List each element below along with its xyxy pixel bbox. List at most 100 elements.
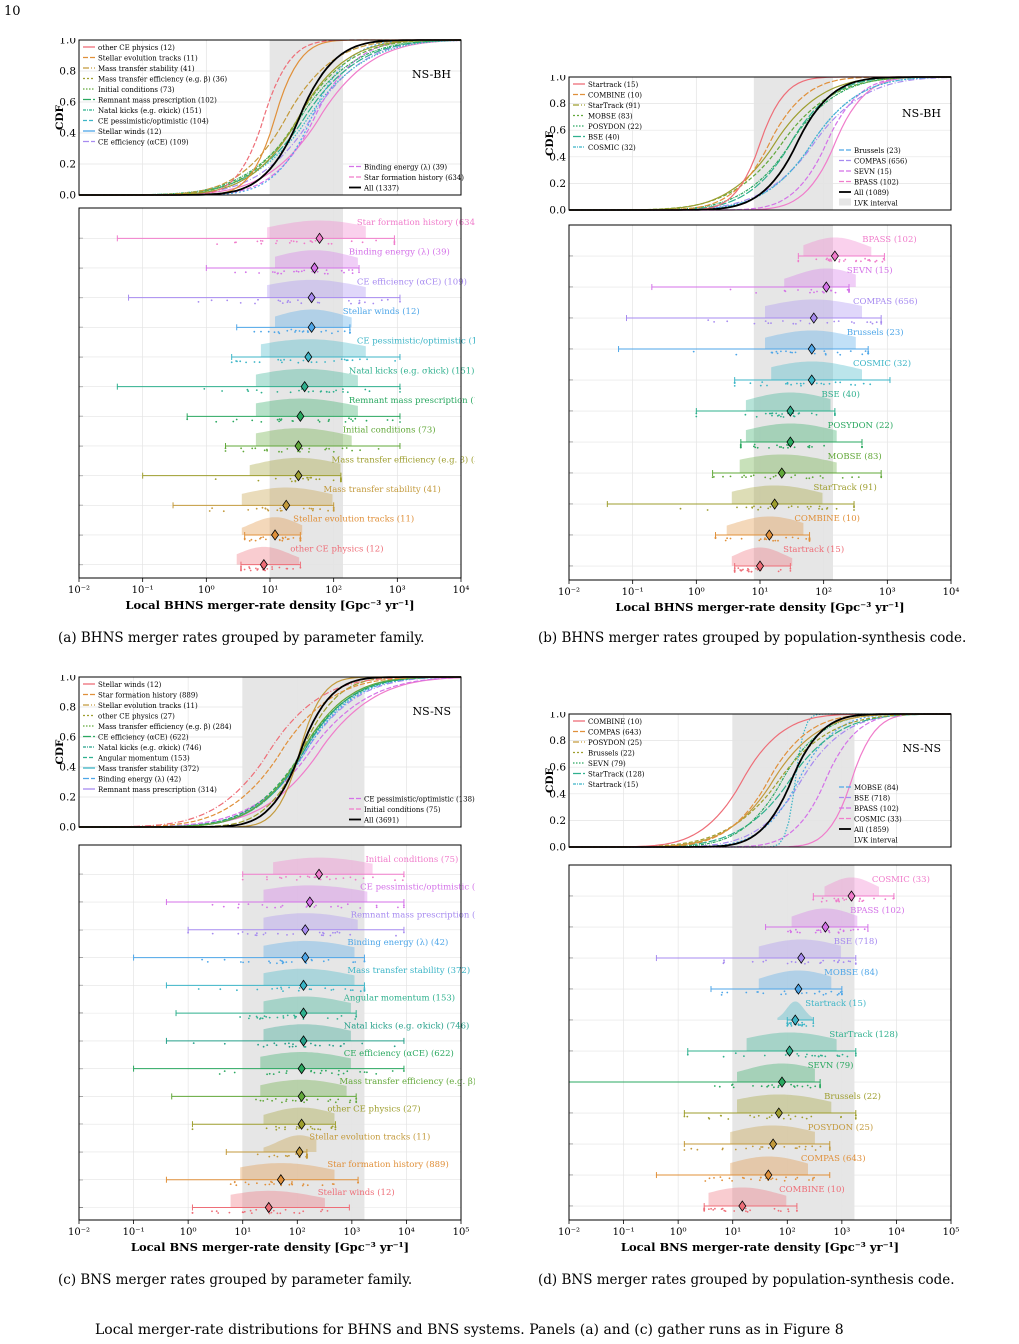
sample-point: [288, 1154, 290, 1157]
legend-label: CE efficiency (αCE) (109): [98, 139, 189, 147]
sample-point: [395, 934, 397, 937]
sample-point: [336, 931, 339, 933]
sample-point: [826, 321, 829, 324]
ridge-panel-frame: [78, 844, 462, 1221]
sample-point: [262, 1045, 265, 1048]
sample-point: [313, 1128, 316, 1131]
sample-point: [391, 1070, 394, 1072]
sample-point: [281, 361, 283, 364]
sample-point: [707, 319, 710, 321]
sample-point: [743, 1055, 745, 1057]
sample-point: [394, 879, 396, 882]
sample-point: [403, 1070, 405, 1072]
sample-point: [243, 1210, 246, 1213]
sample-point: [787, 1208, 789, 1211]
sample-point: [319, 878, 322, 881]
density-ridge: [824, 877, 879, 897]
row-label: other CE physics (12): [290, 543, 383, 554]
sample-point: [223, 958, 226, 961]
sample-point: [713, 1085, 716, 1087]
sample-point: [306, 875, 309, 878]
sample-point: [747, 567, 749, 570]
sample-point: [268, 1016, 271, 1019]
sample-point: [835, 507, 838, 510]
sample-point: [284, 1208, 287, 1211]
legend-label: MOBSE (83): [588, 113, 633, 121]
sample-point: [808, 477, 811, 480]
density-ridge: [263, 940, 355, 958]
sample-point: [779, 568, 782, 571]
sample-point: [771, 1084, 773, 1086]
sample-point: [795, 323, 797, 325]
y-tick-label: 0.0: [549, 205, 566, 217]
sample-point: [859, 898, 861, 900]
sample-point: [751, 506, 753, 509]
sample-point: [280, 988, 283, 990]
sample-point: [718, 1085, 721, 1088]
legend-label: Startrack (15): [588, 781, 638, 789]
lvk-band-bottom: [753, 225, 833, 580]
sample-point: [302, 1183, 305, 1185]
y-axis-label: CDF: [55, 739, 66, 764]
sample-point: [726, 320, 729, 323]
median-marker: [307, 321, 316, 334]
sample-point: [783, 990, 786, 993]
sample-point: [774, 539, 777, 542]
sample-point: [340, 269, 343, 272]
sample-point: [321, 1184, 324, 1187]
sample-point: [836, 351, 839, 354]
sample-point: [771, 414, 773, 417]
sample-point: [815, 413, 818, 416]
sample-point: [300, 302, 303, 305]
x-tick-label: 10¹: [724, 1227, 741, 1238]
row-label: CE efficiency (αCE) (109): [357, 276, 467, 287]
sample-point: [289, 477, 292, 480]
density-ridge: [739, 454, 837, 474]
x-tick-label: 10⁻¹: [613, 1227, 635, 1238]
page-number: 10: [4, 4, 21, 19]
legend-label: Mass transfer stability (41): [98, 65, 195, 73]
sample-point: [264, 507, 267, 510]
sample-point: [794, 351, 797, 354]
legend-label: COSMIC (33): [854, 816, 902, 824]
median-marker: [315, 868, 323, 880]
sample-point: [332, 506, 335, 509]
sample-point: [277, 331, 280, 333]
sample-point: [321, 1208, 324, 1211]
sample-point: [255, 1208, 258, 1211]
sample-point: [292, 240, 295, 243]
legend-label: Natal kicks (e.g. σkick) (151): [98, 107, 202, 115]
sample-point: [255, 389, 258, 391]
sample-point: [854, 1114, 857, 1116]
sample-point: [782, 447, 785, 449]
x-tick-label: 10⁻²: [68, 585, 90, 596]
median-marker: [300, 380, 309, 393]
sample-point: [837, 320, 840, 322]
sample-point: [349, 933, 352, 936]
sample-point: [850, 383, 852, 386]
sample-point: [245, 361, 248, 364]
sample-point: [337, 330, 339, 333]
sample-point: [808, 540, 811, 542]
sample-point: [287, 299, 290, 302]
caption-d: (d) BNS merger rates grouped by populati…: [538, 1272, 955, 1288]
sample-point: [313, 876, 316, 879]
sample-point: [786, 962, 789, 965]
sample-point: [854, 1054, 857, 1057]
median-marker: [785, 1045, 794, 1057]
sample-point: [315, 478, 318, 481]
sample-point: [791, 351, 793, 354]
sample-point: [345, 359, 348, 362]
density-ridge: [263, 996, 351, 1014]
cdf-curve: [79, 676, 461, 828]
sample-point: [690, 1147, 693, 1150]
sample-point: [838, 992, 840, 995]
x-tick-label: 10³: [389, 585, 406, 596]
sample-point: [266, 508, 269, 511]
sample-point: [779, 1210, 782, 1212]
row-label: Mass transfer stability (372): [347, 965, 470, 976]
sample-point: [775, 350, 778, 353]
density-ridge: [240, 1163, 335, 1180]
sample-point: [277, 358, 280, 361]
sample-point: [712, 1209, 715, 1211]
